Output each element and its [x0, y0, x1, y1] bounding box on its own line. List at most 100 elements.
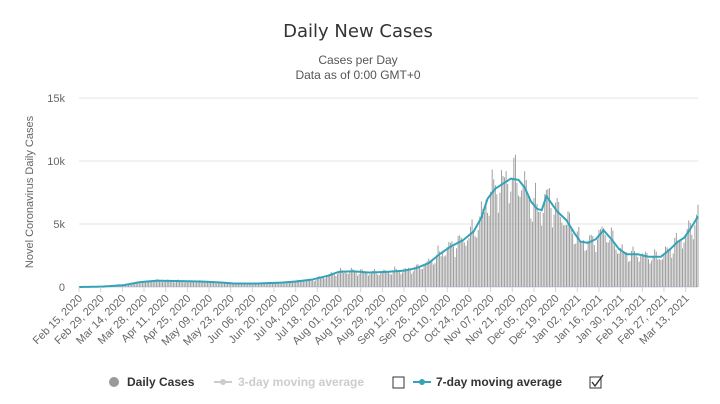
- daily-case-bar[interactable]: [587, 240, 589, 287]
- daily-case-bar[interactable]: [555, 202, 557, 287]
- daily-case-bar[interactable]: [558, 202, 560, 287]
- daily-case-bar[interactable]: [635, 253, 637, 287]
- daily-case-bar[interactable]: [595, 252, 597, 287]
- daily-case-bar[interactable]: [364, 271, 366, 287]
- daily-case-bar[interactable]: [564, 225, 566, 287]
- daily-case-bar[interactable]: [265, 283, 267, 287]
- daily-case-bar[interactable]: [550, 208, 552, 287]
- daily-case-bar[interactable]: [196, 282, 198, 287]
- daily-case-bar[interactable]: [497, 212, 499, 287]
- daily-case-bar[interactable]: [341, 269, 343, 287]
- daily-case-bar[interactable]: [561, 222, 563, 287]
- daily-case-bar[interactable]: [200, 280, 202, 287]
- daily-case-bar[interactable]: [247, 283, 249, 287]
- daily-case-bar[interactable]: [216, 283, 218, 287]
- daily-case-bar[interactable]: [531, 221, 533, 287]
- daily-case-bar[interactable]: [453, 246, 454, 287]
- daily-case-bar[interactable]: [598, 229, 600, 287]
- daily-case-bar[interactable]: [350, 267, 352, 287]
- daily-case-bar[interactable]: [590, 234, 592, 287]
- daily-case-bar[interactable]: [460, 237, 462, 287]
- daily-case-bar[interactable]: [440, 256, 442, 287]
- daily-case-bar[interactable]: [649, 263, 651, 287]
- daily-case-bar[interactable]: [491, 169, 493, 287]
- daily-case-bar[interactable]: [471, 219, 473, 287]
- daily-case-bar[interactable]: [199, 280, 201, 287]
- daily-case-bar[interactable]: [666, 247, 668, 287]
- daily-case-bar[interactable]: [601, 226, 603, 287]
- daily-case-bar[interactable]: [318, 275, 320, 287]
- daily-case-bar[interactable]: [183, 282, 185, 287]
- daily-case-bar[interactable]: [293, 282, 295, 287]
- daily-case-bar[interactable]: [172, 282, 174, 287]
- daily-case-bar[interactable]: [646, 252, 648, 287]
- daily-case-bar[interactable]: [665, 246, 666, 287]
- daily-case-bar[interactable]: [559, 216, 561, 287]
- daily-case-bar[interactable]: [443, 256, 445, 287]
- daily-case-bar[interactable]: [388, 271, 389, 287]
- daily-case-bar[interactable]: [259, 284, 261, 287]
- daily-case-bar[interactable]: [533, 198, 535, 287]
- daily-case-bar[interactable]: [501, 170, 502, 287]
- daily-case-bar[interactable]: [302, 281, 304, 287]
- daily-case-bar[interactable]: [301, 281, 303, 287]
- daily-case-bar[interactable]: [205, 282, 207, 287]
- daily-case-bar[interactable]: [584, 250, 586, 287]
- legend-item-three-day-average[interactable]: 3-day moving average: [214, 375, 364, 389]
- daily-case-bar[interactable]: [671, 257, 673, 287]
- daily-case-bar[interactable]: [340, 267, 341, 287]
- daily-case-bar[interactable]: [496, 194, 498, 287]
- daily-case-bar[interactable]: [589, 235, 591, 287]
- daily-case-bar[interactable]: [692, 239, 694, 287]
- daily-case-bar[interactable]: [417, 264, 419, 287]
- daily-case-bar[interactable]: [618, 253, 620, 287]
- daily-case-bar[interactable]: [299, 281, 301, 287]
- daily-case-bar[interactable]: [278, 282, 280, 287]
- daily-case-bar[interactable]: [477, 230, 479, 287]
- daily-case-bar[interactable]: [689, 222, 691, 287]
- daily-case-bar[interactable]: [225, 282, 227, 287]
- daily-case-bar[interactable]: [309, 279, 311, 287]
- daily-case-bar[interactable]: [251, 283, 253, 287]
- daily-case-bar[interactable]: [425, 264, 427, 287]
- daily-case-bar[interactable]: [194, 282, 196, 287]
- daily-case-bar[interactable]: [626, 252, 628, 287]
- daily-case-bar[interactable]: [129, 284, 131, 287]
- daily-case-bar[interactable]: [547, 189, 549, 287]
- daily-case-bar[interactable]: [405, 268, 406, 287]
- daily-case-bar[interactable]: [128, 284, 129, 287]
- daily-case-bar[interactable]: [414, 266, 416, 287]
- daily-case-bar[interactable]: [607, 242, 609, 287]
- daily-case-bar[interactable]: [572, 233, 574, 287]
- daily-case-bar[interactable]: [157, 279, 159, 287]
- daily-case-bar[interactable]: [412, 271, 414, 287]
- daily-case-bar[interactable]: [346, 273, 348, 287]
- daily-case-bar[interactable]: [366, 272, 368, 287]
- daily-case-bar[interactable]: [680, 240, 682, 287]
- daily-case-bar[interactable]: [507, 183, 509, 287]
- daily-case-bar[interactable]: [165, 280, 167, 287]
- daily-case-bar[interactable]: [273, 282, 275, 287]
- daily-case-bar[interactable]: [423, 265, 425, 287]
- daily-case-bar[interactable]: [321, 276, 323, 287]
- daily-case-bar[interactable]: [578, 226, 580, 287]
- daily-case-bar[interactable]: [398, 271, 400, 287]
- daily-case-bar[interactable]: [333, 274, 335, 287]
- daily-case-bar[interactable]: [313, 281, 315, 287]
- daily-case-bar[interactable]: [678, 240, 680, 287]
- daily-case-bar[interactable]: [324, 278, 326, 287]
- daily-case-bar[interactable]: [530, 218, 532, 287]
- daily-case-bar[interactable]: [268, 282, 270, 287]
- daily-case-bar[interactable]: [374, 268, 376, 287]
- daily-case-bar[interactable]: [327, 275, 329, 287]
- daily-case-bar[interactable]: [162, 281, 164, 287]
- daily-case-bar[interactable]: [634, 251, 636, 287]
- daily-case-bar[interactable]: [470, 226, 471, 287]
- daily-case-bar[interactable]: [544, 194, 546, 287]
- daily-case-bar[interactable]: [539, 211, 541, 287]
- daily-case-bar[interactable]: [630, 250, 632, 287]
- daily-case-bar[interactable]: [581, 243, 583, 287]
- daily-case-bar[interactable]: [285, 281, 287, 287]
- daily-case-bar[interactable]: [344, 271, 346, 287]
- daily-case-bar[interactable]: [224, 282, 225, 287]
